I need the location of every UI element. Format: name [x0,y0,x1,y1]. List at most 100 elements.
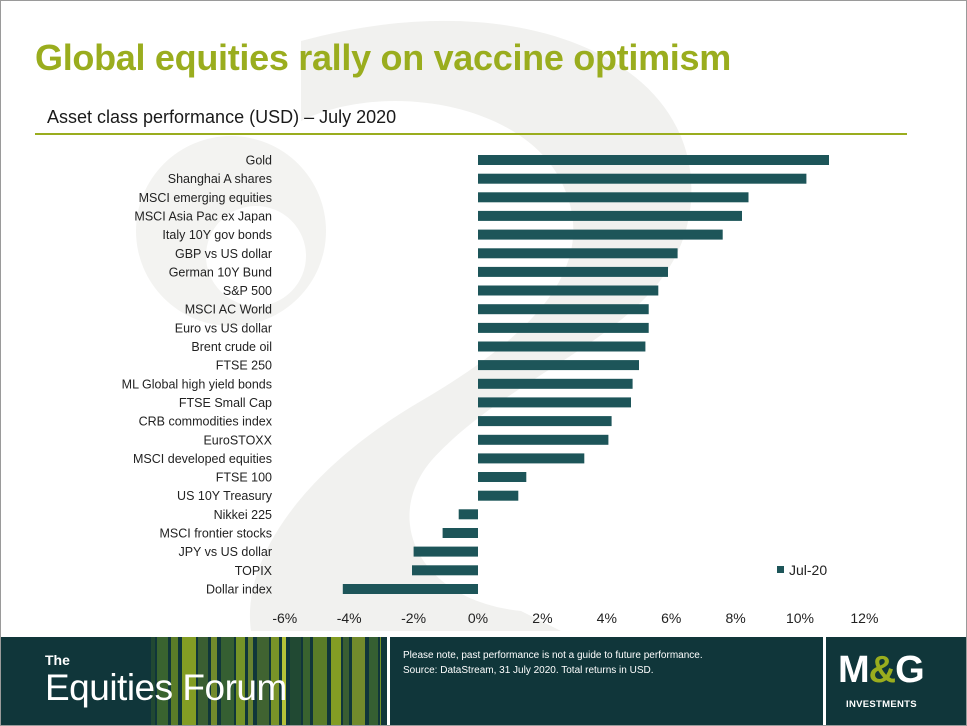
bar-msci-frontier-stocks [442,528,478,538]
category-label: FTSE Small Cap [179,396,272,410]
category-label: MSCI developed equities [133,452,272,466]
logo-g: G [895,649,925,691]
x-tick-label: 6% [661,610,681,626]
mg-logo: M&G INVESTMENTS [823,637,966,725]
category-label: MSCI AC World [185,303,272,317]
bar-euro-vs-us-dollar [478,322,649,333]
brand-the: The [45,652,70,668]
logo-subtext: INVESTMENTS [846,699,917,710]
category-label: S&P 500 [223,284,272,298]
bar-msci-developed-equities [478,453,585,464]
bar-topix [412,565,478,576]
logo-mark: M&G [838,649,925,692]
footer-stripe [157,637,168,725]
category-label: JPY vs US dollar [178,545,272,559]
bar-gold [478,155,829,165]
bar-us-10y-treasury [478,490,519,501]
category-label: FTSE 100 [216,471,272,485]
category-label: GBP vs US dollar [175,247,272,261]
x-tick-label: 8% [725,610,745,626]
chart-subtitle: Asset class performance (USD) – July 202… [47,107,397,127]
category-label: EuroSTOXX [203,433,272,447]
footer-stripe [211,637,217,725]
x-tick-label: 10% [786,610,814,626]
bar-ml-global-high-yield-bonds [478,378,633,389]
bar-gbp-vs-us-dollar [478,248,678,259]
category-label: ML Global high yield bonds [122,377,272,391]
category-label: MSCI emerging equities [139,191,272,205]
footer-stripe [236,637,245,725]
category-label: German 10Y Bund [169,265,272,279]
category-label: Italy 10Y gov bonds [162,228,272,242]
bar-german-10y-bund [478,266,668,277]
category-label: US 10Y Treasury [177,489,273,503]
footer-stripe [182,637,196,725]
category-label: MSCI frontier stocks [159,527,272,541]
bar-eurostoxx [478,434,609,445]
category-label: Nikkei 225 [214,508,272,522]
category-label: Shanghai A shares [168,172,272,186]
disclaimer-line-2: Source: DataStream, 31 July 2020. Total … [403,665,654,676]
footer-stripe [282,637,286,725]
disclaimer-line-1: Please note, past performance is not a g… [403,650,703,661]
bar-msci-asia-pac-ex-japan [478,210,742,221]
footer-stripe [290,637,301,725]
bar-chart: Gold Shanghai A shares MSCI emerging equit… [122,154,879,627]
x-tick-label: 0% [468,610,488,626]
footer-stripe [271,637,279,725]
footer-stripe [331,637,341,725]
footer-stripe [151,637,155,725]
category-label: Dollar index [206,583,273,597]
bar-nikkei-225 [458,509,478,520]
x-tick-label: 4% [597,610,617,626]
bar-ftse-250 [478,360,639,371]
legend-label: Jul-20 [789,562,827,578]
category-label: TOPIX [235,564,273,578]
footer-stripe [352,637,365,725]
bar-jpy-vs-us-dollar [413,546,478,557]
footer-banner: The Equities Forum Please note, past per… [1,637,966,725]
category-label: Brent crude oil [191,340,272,354]
category-label: Gold [246,154,272,168]
logo-m: M [838,649,870,691]
logo-amp: & [868,649,896,691]
bar-msci-ac-world [478,304,649,315]
category-label: FTSE 250 [216,359,272,373]
footer-stripe [313,637,327,725]
footer-stripe [369,637,378,725]
category-label: CRB commodities index [139,415,273,429]
title-rule [35,133,907,135]
x-tick-label: 2% [532,610,552,626]
bar-shanghai-a-shares [478,173,807,184]
disclaimer: Please note, past performance is not a g… [403,648,703,678]
footer-stripe [303,637,310,725]
bar-msci-emerging-equities [478,192,749,203]
x-tick-label: -6% [272,610,297,626]
footer-stripes [151,637,381,725]
bar-crb-commodities-index [478,416,612,427]
bar-ftse-small-cap [478,397,631,408]
footer-divider [387,637,390,725]
watermark-swirl-icon [136,20,692,631]
x-tick-label: 12% [850,610,878,626]
bar-s-p-500 [478,285,659,296]
footer-stripe [380,637,381,725]
x-tick-label: -2% [401,610,426,626]
footer-stripe [198,637,208,725]
x-tick-label: -4% [337,610,362,626]
footer-stripe [257,637,269,725]
footer-stripe [248,637,253,725]
brand-name: Equities Forum [45,667,287,708]
category-label: MSCI Asia Pac ex Japan [134,209,272,223]
footer-stripe [171,637,178,725]
category-label: Euro vs US dollar [175,321,272,335]
footer-stripe [221,637,234,725]
bar-ftse-100 [478,472,527,482]
bar-brent-crude-oil [478,341,646,352]
footer-stripe [343,637,349,725]
bar-italy-10y-gov-bonds [478,229,723,240]
legend-swatch [777,566,784,573]
bar-dollar-index [342,584,478,594]
page-title: Global equities rally on vaccine optimis… [35,37,731,78]
